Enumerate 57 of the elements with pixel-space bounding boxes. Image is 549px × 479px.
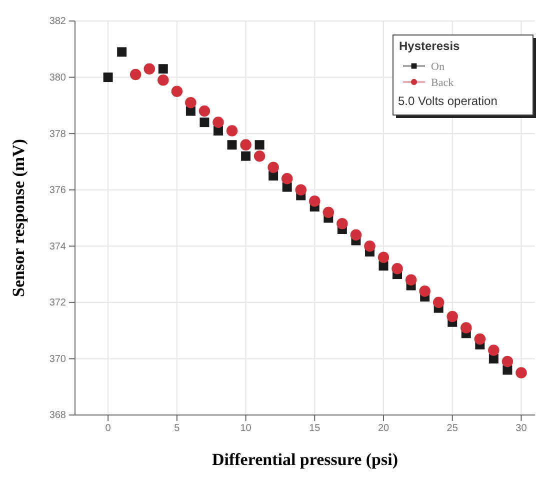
y-tick-label: 370: [49, 354, 66, 365]
y-tick-label: 380: [49, 72, 66, 84]
point: [309, 195, 320, 207]
point: [254, 150, 266, 162]
point: [281, 172, 293, 184]
point: [103, 72, 113, 82]
y-tick-label: 372: [49, 298, 66, 309]
y-axis-title: Sensor response (mV): [9, 138, 28, 298]
y-tick-label: 374: [49, 241, 66, 252]
point: [378, 252, 390, 264]
y-tick-label: 378: [49, 128, 66, 140]
point: [460, 322, 472, 334]
point: [130, 68, 142, 80]
annotation: 5.0 Volts operation: [398, 94, 498, 108]
x-tick-label: 20: [378, 423, 390, 434]
point: [392, 263, 403, 274]
point: [405, 274, 417, 286]
point: [364, 240, 376, 252]
point: [241, 151, 251, 161]
point: [185, 96, 196, 108]
point: [419, 286, 430, 297]
point: [268, 162, 279, 173]
point: [158, 74, 169, 86]
point: [171, 86, 183, 97]
point: [198, 105, 210, 117]
point: [516, 367, 527, 378]
point: [227, 140, 237, 150]
y-tick-label: 382: [49, 16, 66, 28]
point: [158, 64, 168, 74]
legend-title: Hysteresis: [399, 39, 460, 53]
x-tick-label: 15: [309, 423, 321, 434]
x-tick-label: 25: [446, 423, 458, 434]
point: [502, 356, 514, 368]
legend-label: Back: [431, 77, 454, 89]
point: [446, 310, 458, 322]
point: [350, 229, 362, 241]
x-tick-label: 10: [240, 423, 252, 434]
legend-label: On: [431, 61, 445, 73]
point: [200, 118, 210, 128]
x-tick-label: 0: [105, 423, 112, 434]
point: [144, 63, 156, 74]
point: [117, 47, 127, 57]
point: [295, 184, 307, 196]
x-tick-label: 30: [516, 423, 528, 434]
point: [254, 140, 264, 150]
x-axis-title: Differential pressure (psi): [212, 450, 398, 469]
point: [322, 206, 334, 218]
point: [474, 333, 486, 345]
point: [212, 116, 224, 128]
point: [488, 344, 500, 356]
x-tick-label: 5: [174, 423, 180, 434]
point: [432, 296, 444, 308]
point: [240, 139, 252, 150]
y-tick-label: 368: [49, 410, 66, 422]
point: [226, 125, 238, 136]
y-tick-label: 376: [49, 185, 66, 196]
point: [336, 218, 348, 230]
